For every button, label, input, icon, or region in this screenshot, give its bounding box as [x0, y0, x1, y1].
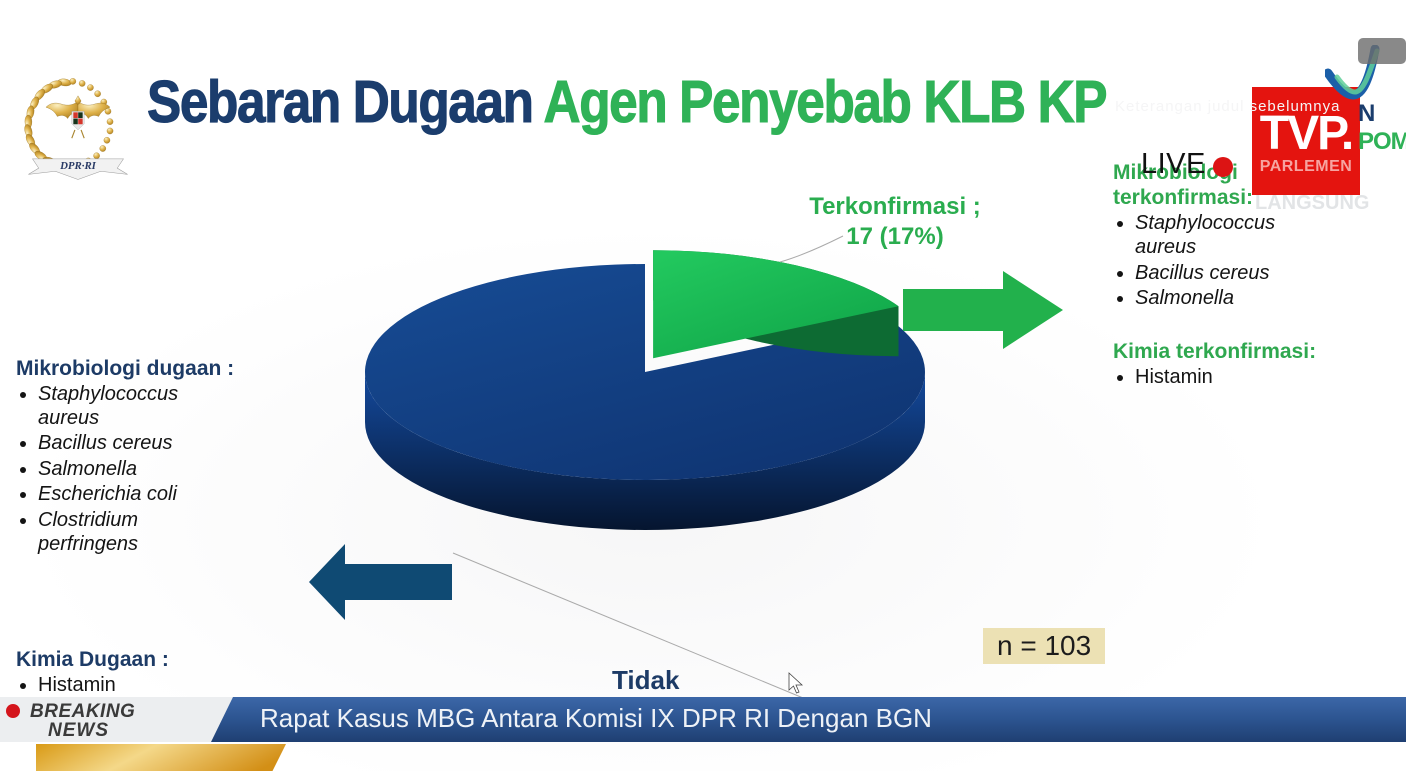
svg-text:Rapat Kasus MBG Antara Komisi: Rapat Kasus MBG Antara Komisi IX DPR RI …: [260, 703, 932, 733]
svg-text:BREAKING: BREAKING: [30, 701, 135, 722]
svg-text:NEWS: NEWS: [48, 720, 109, 741]
svg-text:DPR·RI: DPR·RI: [59, 160, 97, 172]
svg-text:PARLEMEN: PARLEMEN: [1260, 158, 1353, 175]
